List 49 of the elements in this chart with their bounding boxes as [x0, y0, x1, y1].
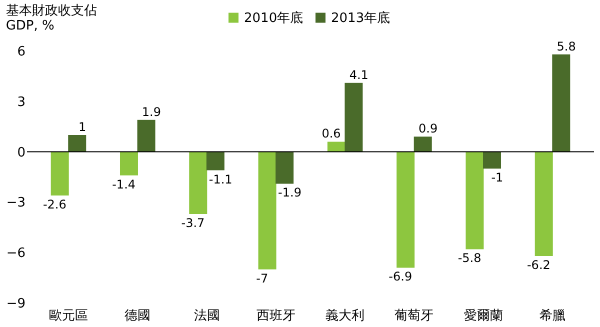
legend-label: 2013年底: [331, 10, 390, 26]
bar: [534, 152, 553, 256]
y-tick-label: −9: [6, 296, 26, 312]
data-label: 4.1: [349, 68, 368, 82]
data-label: 0.9: [418, 122, 438, 136]
bar: [120, 152, 138, 176]
bar: [552, 54, 570, 152]
data-label: -1: [491, 170, 504, 185]
bar: [483, 152, 502, 169]
bar: [206, 152, 224, 170]
data-label: -7: [256, 271, 268, 286]
y-tick-label: 6: [17, 44, 26, 60]
bar: [344, 82, 363, 152]
bar: [68, 135, 86, 152]
data-label: 1: [78, 120, 86, 134]
data-label: -6.2: [526, 258, 550, 272]
x-tick-label: 葡萄牙: [394, 308, 434, 324]
legend-label: 2010年底: [244, 10, 304, 26]
x-tick-label: 法國: [194, 308, 220, 324]
y-tick-label: 3: [17, 94, 26, 110]
bar: [327, 142, 346, 152]
bar: [466, 152, 484, 250]
y-tick-label: −6: [6, 246, 26, 262]
y-axis-title: 基本財政收支佔 GDP, %: [6, 3, 97, 34]
bar: [276, 152, 294, 184]
data-label: -1.9: [278, 186, 302, 200]
x-tick-label: 歐元區: [48, 308, 88, 324]
bar: [396, 152, 415, 268]
bar: [50, 152, 69, 196]
x-tick-label: 愛爾蘭: [464, 308, 503, 324]
data-label: 5.8: [556, 39, 576, 54]
bar: [414, 136, 432, 152]
x-tick-label: 希臘: [540, 308, 566, 324]
bar: [258, 152, 276, 270]
data-label: -3.7: [181, 216, 205, 230]
data-label: -6.9: [388, 270, 412, 284]
data-label: -5.8: [458, 251, 482, 266]
data-label: -2.6: [42, 197, 66, 212]
data-label: -1.4: [112, 177, 136, 192]
data-label: 0.6: [322, 126, 341, 141]
data-label: 1.9: [142, 104, 162, 119]
x-tick-label: 德國: [124, 308, 151, 324]
x-tick-label: 義大利: [326, 308, 365, 324]
bar: [137, 120, 156, 152]
x-tick-label: 西班牙: [256, 308, 296, 324]
y-tick-label: 0: [17, 145, 26, 160]
data-label: -1.1: [208, 172, 232, 186]
bar: [189, 152, 208, 214]
y-tick-label: −3: [6, 196, 26, 211]
